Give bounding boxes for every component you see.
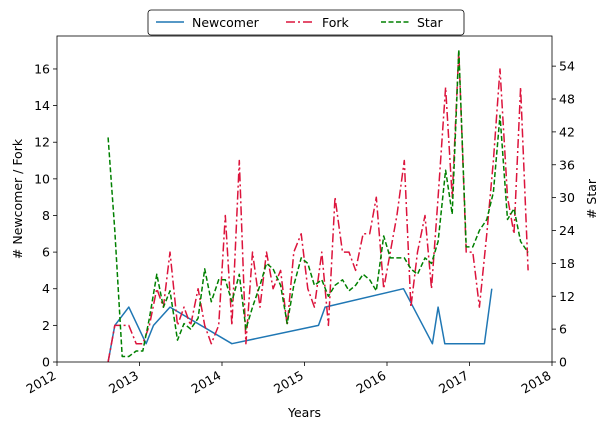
y-right-tick-label: 36 [559,157,575,172]
y-right-tick-label: 0 [559,355,567,370]
x-tick-label: 2016 [353,368,388,397]
x-tick-label: 2014 [188,368,223,397]
legend-label-fork: Fork [322,15,350,30]
y-right-tick-label: 54 [559,59,575,74]
legend-label-star: Star [417,15,443,30]
x-tick-label: 2013 [106,368,141,397]
x-tick-label: 2015 [271,368,306,397]
x-tick-label: 2018 [518,368,553,397]
y-left-tick-label: 0 [42,355,50,370]
y-left-tick-label: 10 [34,171,50,186]
y-left-tick-label: 12 [34,135,50,150]
legend: Newcomer Fork Star [147,9,465,36]
series-line-fork [107,49,529,362]
y-right-tick-label: 12 [559,289,575,304]
y-right-tick-label: 24 [559,223,575,238]
y-left-tick-label: 16 [34,61,50,76]
y-left-tick-label: 14 [34,98,50,113]
y-axis-right-label: # Star [584,178,599,219]
y-right-tick-label: 42 [559,124,575,139]
x-tick-label: 2012 [23,368,58,397]
y-left-tick-label: 4 [42,281,50,296]
y-axis-left-label: # Newcomer / Fork [10,138,25,259]
y-left-tick-label: 8 [42,208,50,223]
x-tick-label: 2017 [436,368,471,397]
y-left-tick-label: 6 [42,245,50,260]
y-right-tick-label: 6 [559,322,567,337]
y-right-tick-label: 30 [559,190,575,205]
series-line-newcomer [107,287,493,362]
y-left-tick-label: 2 [42,318,50,333]
y-right-tick-label: 18 [559,256,575,271]
y-right-tick-label: 48 [559,92,575,107]
legend-label-newcomer: Newcomer [192,15,260,30]
x-axis-label: Years [287,405,321,420]
series-line-star [107,48,529,358]
